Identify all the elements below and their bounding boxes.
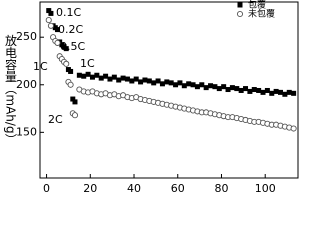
point [260,89,266,95]
y-axis-label: 放电容量（mAh/g） [4,33,18,146]
annotation: 2C [48,113,63,126]
point [142,77,148,83]
point [208,83,214,89]
point [212,84,218,90]
point [63,60,70,67]
point [146,78,152,84]
point [76,72,82,78]
point [48,10,54,16]
point [103,73,109,79]
point [111,74,117,80]
point [273,88,279,94]
plot-frame [39,1,299,179]
point [216,86,222,92]
point [89,74,95,80]
point [54,39,61,46]
point [63,46,69,52]
annotation: 1C [33,60,48,73]
point [190,82,196,88]
point [264,87,270,93]
point [234,86,240,92]
x-tick-label: 100 [255,182,276,195]
legend-label: 未包覆 [248,8,275,20]
point [247,88,253,94]
point [256,87,262,93]
x-tick-label: 80 [214,182,228,195]
x-tick-label: 0 [43,182,50,195]
point [67,81,74,88]
y-tick-label: 200 [16,78,37,91]
point [269,90,275,96]
point [243,86,249,92]
point [46,8,52,14]
point [164,79,170,85]
point [94,72,100,78]
chart: 放电容量（mAh/g） 0 20 40 60 80 100 150 200 250 0.1C 0.2… [4,0,299,195]
point [168,80,174,86]
point [229,85,235,91]
point [133,76,139,82]
point [45,17,52,24]
point [194,84,200,90]
x-tick-label: 40 [127,182,141,195]
annotation: 0.2C [58,23,83,36]
point [71,112,79,119]
point [116,77,122,83]
point [278,89,284,95]
point [54,27,60,33]
point [251,87,257,93]
point [290,125,297,132]
annotation: 0.1C [56,6,81,19]
point [286,89,292,95]
point [81,73,87,79]
point [47,22,54,29]
point [107,76,113,82]
point [203,85,209,91]
y-tick-label: 150 [16,125,37,138]
point [155,78,161,84]
point [120,75,126,81]
point [221,84,227,90]
point [159,81,165,87]
legend-label: 包覆 [248,0,266,11]
x-tick-label: 20 [83,182,97,195]
point [129,78,135,84]
annotation: 1C [80,57,95,70]
legend-marker [237,2,243,8]
annotation: 0.5C [60,40,85,53]
point [68,68,74,74]
point [85,71,91,77]
point [177,80,183,86]
point [138,79,144,85]
point [70,96,76,102]
point [124,76,130,82]
point [173,82,179,88]
point [151,80,157,86]
x-tick-label: 60 [171,182,185,195]
point [225,87,231,93]
point [186,81,192,87]
point [199,82,205,88]
point [238,87,244,93]
point [291,90,297,96]
point [282,91,288,97]
y-tick-label: 250 [16,30,37,43]
point [72,99,78,105]
point [181,83,187,89]
point [98,75,104,81]
legend-marker [236,10,244,18]
